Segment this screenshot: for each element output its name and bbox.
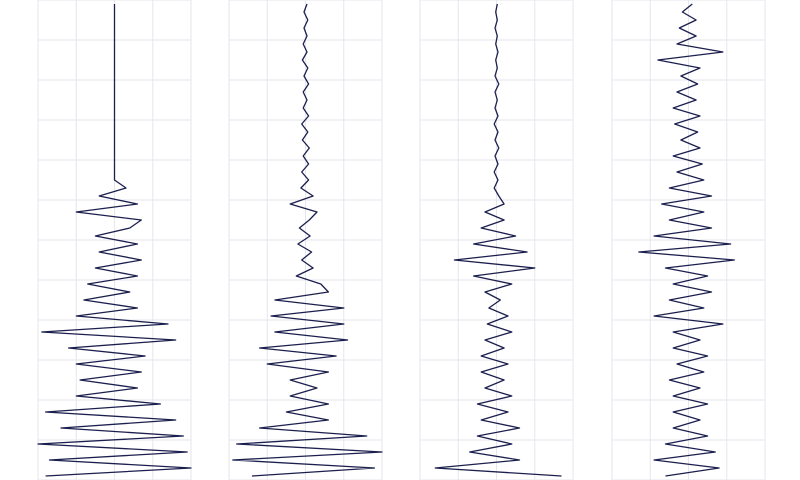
waveform: [434, 3, 562, 477]
waveform: [37, 4, 192, 477]
waveform: [638, 3, 736, 477]
waveform: [232, 3, 383, 477]
